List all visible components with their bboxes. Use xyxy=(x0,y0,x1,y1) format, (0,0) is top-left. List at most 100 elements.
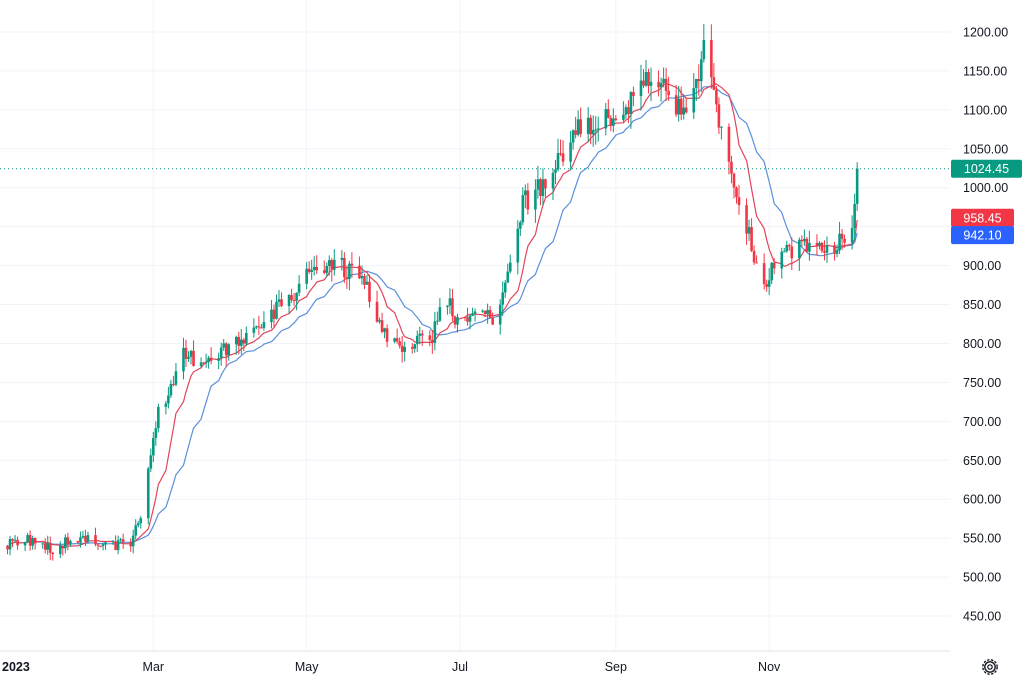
candle[interactable] xyxy=(61,545,65,556)
candle[interactable] xyxy=(23,541,27,552)
candle[interactable] xyxy=(735,186,738,204)
candle[interactable] xyxy=(84,529,87,547)
candle[interactable] xyxy=(227,343,231,361)
candle[interactable] xyxy=(86,531,90,544)
candle[interactable] xyxy=(697,64,701,96)
candle[interactable] xyxy=(305,262,308,290)
candle[interactable] xyxy=(850,215,854,250)
candle[interactable] xyxy=(521,187,525,226)
candle[interactable] xyxy=(712,63,716,91)
candle[interactable] xyxy=(576,110,580,137)
candle[interactable] xyxy=(843,234,846,248)
candle[interactable] xyxy=(182,337,185,380)
candle[interactable] xyxy=(131,529,135,554)
candle[interactable] xyxy=(129,538,132,552)
candle[interactable] xyxy=(463,316,467,322)
candle[interactable] xyxy=(717,97,721,134)
candle[interactable] xyxy=(730,155,733,184)
candle[interactable] xyxy=(262,311,266,331)
candle[interactable] xyxy=(561,140,565,167)
candle[interactable] xyxy=(752,245,756,265)
candle[interactable] xyxy=(325,262,329,277)
candle[interactable] xyxy=(503,280,507,298)
candle[interactable] xyxy=(363,273,366,290)
candle[interactable] xyxy=(350,252,354,278)
candle[interactable] xyxy=(79,531,82,548)
candle[interactable] xyxy=(596,116,600,142)
candle[interactable] xyxy=(43,538,47,554)
candle[interactable] xyxy=(541,168,545,206)
candle[interactable] xyxy=(534,179,537,223)
candle[interactable] xyxy=(629,91,633,129)
candle[interactable] xyxy=(116,535,120,555)
candle[interactable] xyxy=(481,309,484,313)
candle[interactable] xyxy=(8,535,12,556)
candle[interactable] xyxy=(64,534,67,554)
candle[interactable] xyxy=(224,342,228,367)
candle[interactable] xyxy=(805,237,809,253)
candle[interactable] xyxy=(825,236,829,263)
candle[interactable] xyxy=(222,338,225,351)
candle[interactable] xyxy=(149,448,153,472)
candle[interactable] xyxy=(322,260,326,275)
candle[interactable] xyxy=(612,108,615,133)
candle[interactable] xyxy=(76,540,80,544)
candle[interactable] xyxy=(473,308,477,322)
candle[interactable] xyxy=(398,337,401,349)
candle[interactable] xyxy=(594,116,598,145)
candle[interactable] xyxy=(657,70,660,97)
candle[interactable] xyxy=(782,248,786,253)
candle[interactable] xyxy=(275,294,278,320)
candle[interactable] xyxy=(508,254,512,274)
candle[interactable] xyxy=(644,60,648,88)
candle[interactable] xyxy=(121,533,125,549)
candle[interactable] xyxy=(41,543,45,549)
candle[interactable] xyxy=(785,240,789,253)
candle[interactable] xyxy=(433,311,437,351)
candle[interactable] xyxy=(207,355,210,369)
candle[interactable] xyxy=(677,85,680,122)
candle[interactable] xyxy=(312,256,316,276)
candle[interactable] xyxy=(209,347,213,365)
candle[interactable] xyxy=(571,129,575,150)
candle[interactable] xyxy=(192,340,195,367)
candle[interactable] xyxy=(798,237,801,271)
candle[interactable] xyxy=(715,85,718,113)
candle[interactable] xyxy=(700,51,703,93)
candle[interactable] xyxy=(365,274,369,285)
candle[interactable] xyxy=(787,243,791,251)
candle[interactable] xyxy=(297,275,301,297)
candle[interactable] xyxy=(451,288,454,322)
candle[interactable] xyxy=(199,357,203,369)
candle[interactable] xyxy=(624,104,628,119)
candle[interactable] xyxy=(803,229,806,246)
candle[interactable] xyxy=(315,255,319,274)
candle[interactable] xyxy=(586,107,590,143)
candle[interactable] xyxy=(833,241,836,261)
candle[interactable] xyxy=(410,342,414,354)
candle[interactable] xyxy=(823,240,826,261)
candle[interactable] xyxy=(260,324,263,329)
candle[interactable] xyxy=(154,421,158,446)
candle[interactable] xyxy=(710,24,713,89)
candle[interactable] xyxy=(119,537,122,544)
time-axis[interactable]: 2023 Mar May Jul Sep Nov xyxy=(2,660,781,674)
candle[interactable] xyxy=(395,328,399,344)
candle[interactable] xyxy=(380,312,384,334)
candles[interactable] xyxy=(6,24,859,561)
candle[interactable] xyxy=(343,252,346,283)
candle[interactable] xyxy=(524,184,527,209)
candle[interactable] xyxy=(642,68,645,88)
candle[interactable] xyxy=(438,297,442,323)
candle[interactable] xyxy=(272,304,276,327)
candle[interactable] xyxy=(340,250,344,271)
candle[interactable] xyxy=(403,341,406,362)
candle[interactable] xyxy=(287,293,291,314)
candle[interactable] xyxy=(360,265,364,285)
candle[interactable] xyxy=(169,379,173,399)
candle[interactable] xyxy=(468,314,472,330)
candle[interactable] xyxy=(471,307,474,317)
candle[interactable] xyxy=(838,221,841,255)
candle[interactable] xyxy=(134,519,138,540)
